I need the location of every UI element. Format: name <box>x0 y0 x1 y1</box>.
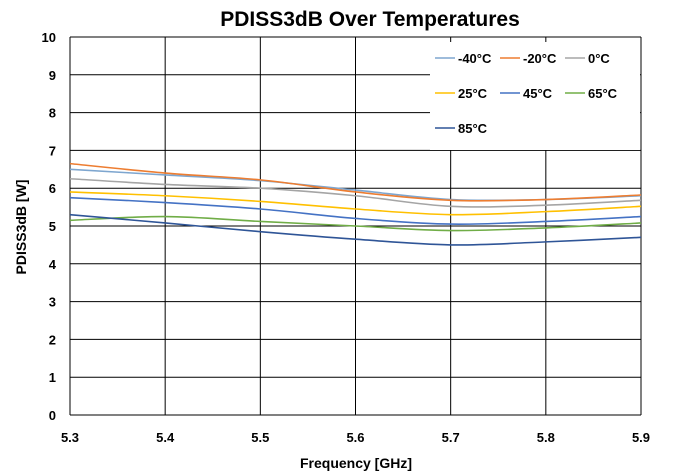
x-axis-label: Frequency [GHz] <box>300 455 412 471</box>
y-tick-label: 8 <box>49 106 56 121</box>
legend-label: 65°C <box>588 86 618 101</box>
x-tick-label: 5.3 <box>61 430 79 445</box>
x-tick-label: 5.4 <box>156 430 175 445</box>
y-tick-label: 2 <box>49 332 56 347</box>
series-lines <box>69 162 642 246</box>
y-tick-label: 0 <box>49 408 56 423</box>
legend-label: 25°C <box>458 86 488 101</box>
chart-title: PDISS3dB Over Temperatures <box>220 8 520 31</box>
legend-label: -40°C <box>458 51 492 66</box>
series-line-2 <box>69 177 642 208</box>
y-tick-label: 1 <box>49 370 56 385</box>
x-axis-ticks: 5.3 5.4 5.5 5.6 5.7 5.8 5.9 <box>61 430 650 445</box>
series-line-4 <box>69 196 642 225</box>
x-tick-label: 5.5 <box>251 430 269 445</box>
legend-label: 85°C <box>458 121 488 136</box>
series-line-5 <box>69 215 642 232</box>
y-axis-ticks: 0 1 2 3 4 5 6 7 8 9 10 <box>42 30 57 423</box>
series-line-1 <box>69 162 642 202</box>
legend-label: 45°C <box>523 86 553 101</box>
y-axis-label: PDISS3dB [W] <box>13 180 29 275</box>
y-tick-label: 7 <box>49 143 56 158</box>
y-tick-label: 4 <box>49 257 57 272</box>
x-tick-label: 5.9 <box>632 430 650 445</box>
legend-label: -20°C <box>523 51 557 66</box>
x-tick-label: 5.8 <box>537 430 555 445</box>
y-tick-label: 6 <box>49 181 56 196</box>
series-line-3 <box>69 191 642 216</box>
legend: -40°C -20°C 0°C 25°C 45°C 65°C 85°C <box>430 42 640 150</box>
series-line-6 <box>69 213 642 246</box>
x-tick-label: 5.7 <box>442 430 460 445</box>
y-tick-label: 9 <box>49 68 56 83</box>
legend-label: 0°C <box>588 51 610 66</box>
y-tick-label: 3 <box>49 295 56 310</box>
x-tick-label: 5.6 <box>346 430 364 445</box>
y-tick-label: 10 <box>42 30 56 45</box>
y-tick-label: 5 <box>49 219 56 234</box>
legend-background <box>430 42 640 150</box>
